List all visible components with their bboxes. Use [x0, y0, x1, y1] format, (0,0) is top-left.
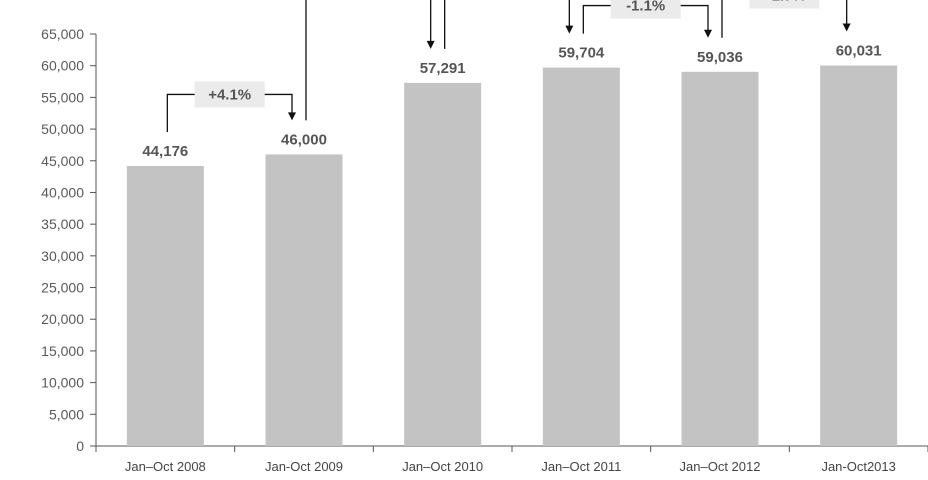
bar — [542, 67, 620, 447]
y-tick-label: 20,000 — [41, 311, 84, 327]
bar-value-label: 46,000 — [281, 131, 327, 148]
y-tick-label: 45,000 — [41, 153, 84, 169]
x-category-label: Jan–Oct 2012 — [680, 459, 761, 474]
change-label: +1.7% — [763, 0, 806, 4]
y-tick-label: 50,000 — [41, 121, 84, 137]
change-arrowhead — [704, 29, 712, 38]
bar-value-label: 44,176 — [142, 143, 188, 160]
x-category-label: Jan–Oct 2008 — [125, 459, 206, 474]
x-category-label: Jan-Oct2013 — [821, 459, 895, 474]
y-tick-label: 55,000 — [41, 89, 84, 105]
y-tick-label: 5,000 — [49, 406, 84, 422]
x-category-label: Jan–Oct 2011 — [541, 459, 621, 474]
bar — [265, 154, 343, 446]
change-arrowhead — [426, 40, 435, 49]
bar — [681, 71, 759, 446]
change-connector — [305, 0, 432, 121]
change-box — [749, 0, 820, 9]
bar-value-label: 60,031 — [836, 42, 882, 59]
change-arrowhead — [565, 25, 574, 34]
y-tick-label: 65,000 — [41, 26, 84, 42]
bar-value-label: 59,704 — [558, 45, 605, 62]
x-category-label: Jan-Oct 2009 — [265, 459, 343, 474]
y-tick-label: 0 — [76, 438, 84, 454]
change-arrowhead — [288, 112, 296, 121]
y-tick-label: 40,000 — [41, 184, 84, 200]
change-box — [610, 0, 681, 19]
change-box — [194, 81, 265, 108]
change-connector — [721, 0, 848, 38]
bar — [820, 65, 898, 446]
bar — [404, 82, 482, 447]
y-tick-label: 30,000 — [41, 248, 84, 264]
change-label: +4.1% — [208, 86, 251, 103]
y-tick-label: 15,000 — [41, 343, 84, 359]
bar — [126, 165, 204, 446]
y-tick-label: 25,000 — [41, 280, 84, 296]
change-arrowhead — [842, 23, 851, 32]
y-tick-label: 60,000 — [41, 58, 84, 74]
y-tick-label: 35,000 — [41, 216, 84, 232]
change-connector — [444, 0, 570, 49]
bar-value-label: 59,036 — [697, 49, 743, 66]
x-category-label: Jan–Oct 2010 — [402, 459, 483, 474]
bar-value-label: 57,291 — [420, 60, 466, 77]
y-tick-label: 10,000 — [41, 375, 84, 391]
change-label: -1.1% — [626, 0, 665, 15]
